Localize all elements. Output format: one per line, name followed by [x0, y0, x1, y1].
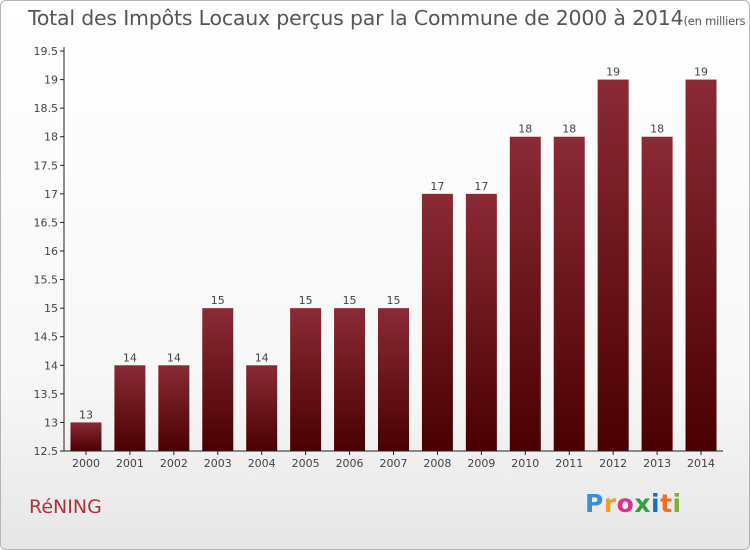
- data-label: 15: [343, 294, 357, 307]
- data-label: 15: [299, 294, 313, 307]
- x-tick-label: 2004: [248, 457, 276, 470]
- bar: [114, 365, 146, 451]
- x-tick-label: 2001: [116, 457, 144, 470]
- data-label: 15: [211, 294, 225, 307]
- bar: [202, 308, 234, 451]
- x-tick-label: 2005: [292, 457, 320, 470]
- logo-letter: P: [585, 489, 604, 518]
- data-label: 17: [474, 180, 488, 193]
- data-label: 14: [123, 351, 137, 364]
- x-tick-label: 2002: [160, 457, 188, 470]
- data-label: 19: [606, 66, 620, 79]
- data-label: 18: [650, 123, 664, 136]
- data-label: 19: [694, 66, 708, 79]
- bar: [378, 308, 409, 451]
- bar: [334, 308, 366, 451]
- bar: [421, 193, 453, 451]
- y-tick-label: 19: [44, 74, 58, 87]
- bar: [246, 365, 278, 451]
- logo-letter: i: [651, 489, 661, 518]
- data-label: 18: [562, 123, 576, 136]
- y-tick-label: 12.5: [34, 445, 59, 458]
- y-axis-ticks: 12.5 13 13.5 14 14.5 15 15.5 16 16.5 17 17.5 18 18.5…: [34, 45, 64, 458]
- data-label: 13: [79, 408, 93, 421]
- logo-letter: t: [660, 489, 673, 518]
- x-tick-label: 2010: [511, 457, 539, 470]
- y-tick-label: 13.5: [34, 388, 59, 401]
- bar: [685, 79, 717, 452]
- bar: [553, 136, 585, 451]
- x-tick-label: 2012: [599, 457, 627, 470]
- x-tick-label: 2013: [643, 457, 671, 470]
- y-tick-label: 14.5: [34, 331, 59, 344]
- x-tick-label: 2007: [380, 457, 408, 470]
- x-tick-label: 2011: [555, 457, 583, 470]
- x-tick-label: 2009: [467, 457, 495, 470]
- bar: [290, 308, 322, 451]
- y-tick-label: 19.5: [34, 45, 59, 58]
- y-tick-label: 17.5: [34, 159, 59, 172]
- bar: [465, 193, 497, 451]
- chart-title-text: Total des Impôts Locaux perçus par la Co…: [28, 6, 684, 30]
- proxiti-logo[interactable]: Proxiti: [585, 489, 682, 518]
- logo-letter: r: [603, 489, 617, 518]
- bar: [641, 136, 673, 451]
- y-tick-label: 15.5: [34, 274, 59, 287]
- y-tick-label: 18.5: [34, 102, 59, 115]
- x-tick-label: 2003: [204, 457, 232, 470]
- y-tick-label: 16.5: [34, 216, 59, 229]
- bar: [509, 136, 541, 451]
- y-tick-label: 18: [44, 131, 58, 144]
- logo-letter: i: [672, 489, 682, 518]
- y-tick-label: 17: [44, 188, 58, 201]
- y-tick-label: 13: [44, 416, 58, 429]
- bar: [158, 365, 190, 451]
- commune-name: RéNING: [29, 496, 102, 518]
- y-tick-label: 16: [44, 245, 58, 258]
- data-label: 17: [430, 180, 444, 193]
- x-tick-label: 2014: [687, 457, 715, 470]
- y-tick-label: 14: [44, 359, 58, 372]
- bar: [70, 422, 102, 451]
- x-axis-ticks: 2000 2001 2002 2003 2004 2005 2006 2007 2008 2009…: [72, 451, 715, 470]
- data-label: 14: [167, 351, 181, 364]
- x-tick-label: 2006: [336, 457, 364, 470]
- bars-group: 13 14 14 15 14 15 15 15 17 17 18 18 19 18 19: [70, 66, 717, 452]
- y-tick-label: 15: [44, 302, 58, 315]
- logo-letter: o: [616, 489, 635, 518]
- data-label: 15: [387, 294, 401, 307]
- data-label: 14: [255, 351, 269, 364]
- chart-title: Total des Impôts Locaux perçus par la Co…: [28, 6, 749, 30]
- data-label: 18: [518, 123, 532, 136]
- logo-letter: x: [634, 489, 651, 518]
- x-tick-label: 2000: [72, 457, 100, 470]
- chart-title-unit: (en milliers d'€): [683, 14, 749, 28]
- x-tick-label: 2008: [423, 457, 451, 470]
- bar: [597, 79, 629, 452]
